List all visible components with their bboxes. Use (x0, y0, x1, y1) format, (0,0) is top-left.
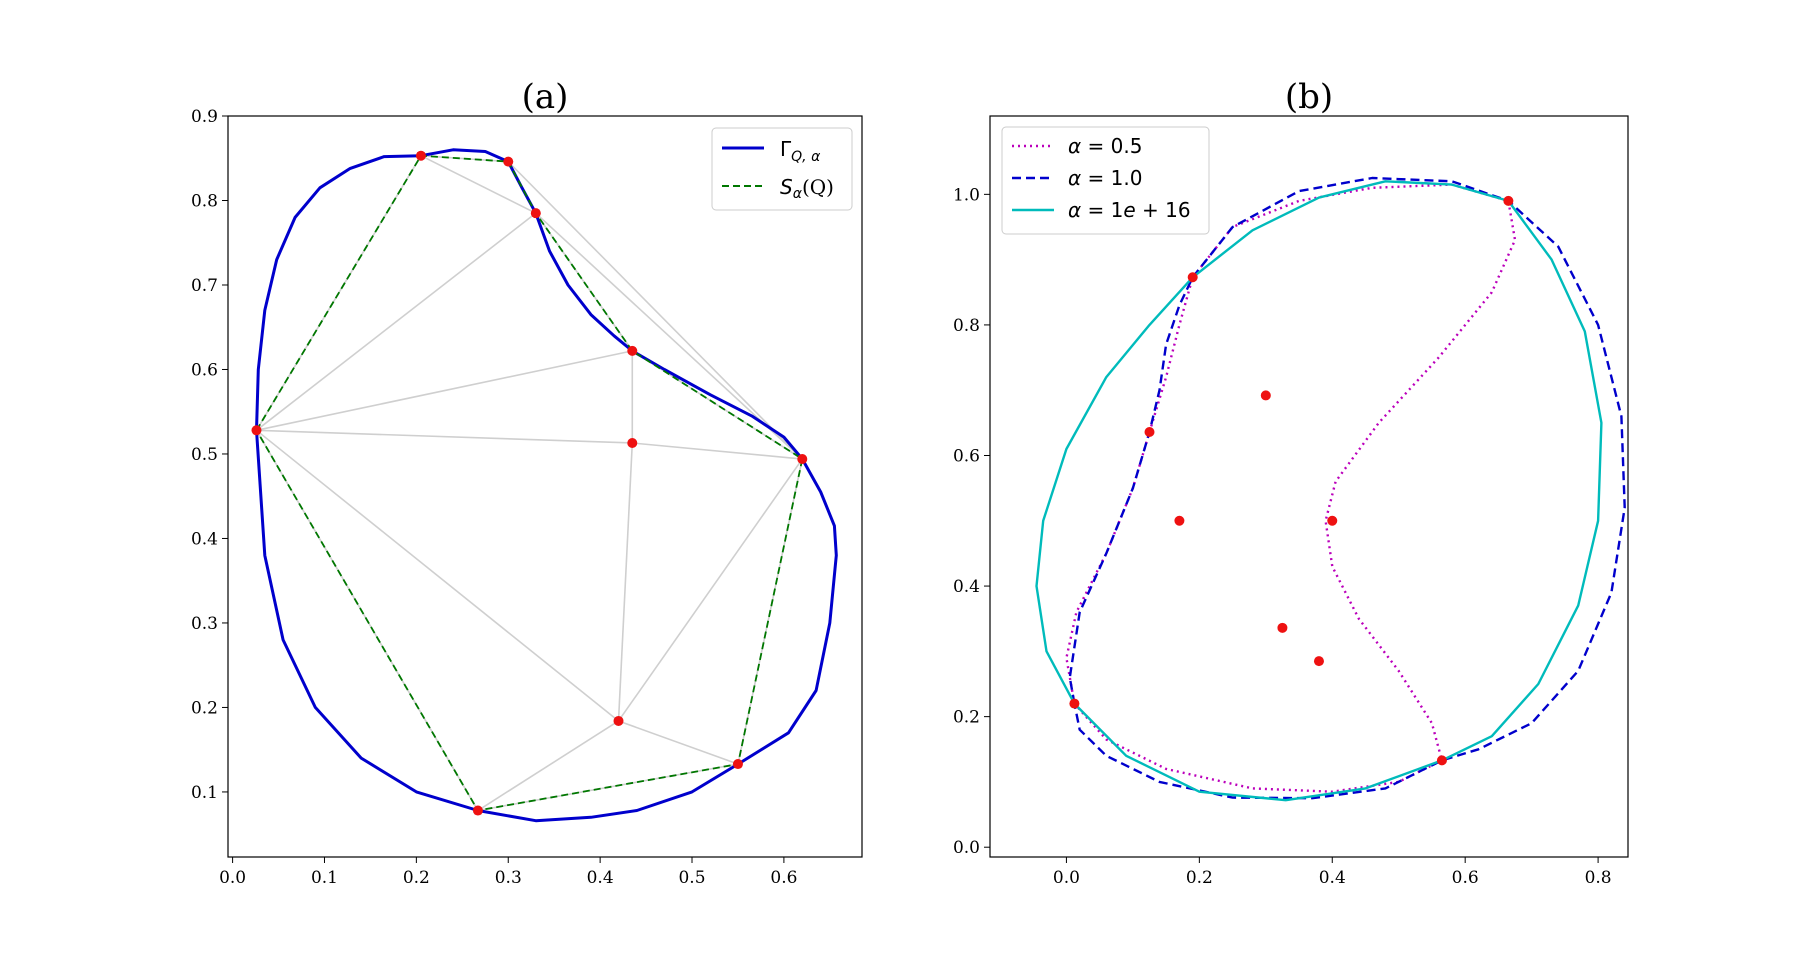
y-tick-label: 0.8 (191, 191, 218, 211)
y-tick-label: 1.0 (953, 185, 980, 205)
data-point (503, 156, 514, 167)
data-point (1313, 656, 1324, 667)
data-point (251, 425, 262, 436)
triangulation-edge (618, 720, 739, 765)
triangulation-edge (420, 154, 537, 214)
data-point (1260, 390, 1271, 401)
triangulation-edge (535, 212, 803, 460)
panel-b-legend-a1e16-label: α = 1e + 16 (1068, 198, 1191, 222)
panel-b-content (1035, 176, 1626, 802)
triangulation-edge (617, 442, 634, 722)
y-tick-label: 0.6 (953, 446, 980, 466)
triangulation-edge (632, 442, 803, 460)
x-tick-label: 0.3 (495, 868, 522, 888)
data-point (1503, 195, 1514, 206)
panel-b: (b) 0.0 0.2 0.4 0.6 0.8 0.0 0.2 0.4 0.6 0.8 1.0 α… (953, 77, 1629, 888)
panel-a: (a) 0.0 0.1 0.2 0.3 0.4 0.5 0.6 0.10.20.30.40.… (191, 77, 863, 888)
series-0-line (255, 148, 838, 823)
y-tick-label: 0.8 (953, 316, 980, 336)
panel-b-legend-a10-label: α = 1.0 (1068, 166, 1142, 190)
x-tick-label: 0.5 (678, 868, 705, 888)
panel-b-frame (989, 115, 1629, 858)
y-tick-label: 0.1 (191, 783, 218, 803)
data-point (613, 715, 624, 726)
x-tick-label: 0.8 (1585, 868, 1612, 888)
triangulation-edge (617, 458, 803, 722)
triangulation-edge (256, 429, 633, 444)
data-point (1144, 426, 1155, 437)
panel-a-legend: ΓQ, α Sα(Q) (711, 127, 853, 211)
x-tick-label: 0.4 (1319, 868, 1346, 888)
panel-b-y-ticks: 0.0 0.2 0.4 0.6 0.8 1.0 (953, 185, 990, 858)
panel-b-legend-a05-label: α = 0.5 (1068, 134, 1142, 158)
y-tick-label: 0.0 (953, 838, 980, 858)
series-1-line (1068, 176, 1626, 800)
panel-a-frame (227, 115, 863, 858)
y-tick-label: 0.7 (191, 276, 218, 296)
x-tick-label: 0.2 (403, 868, 430, 888)
data-point (472, 805, 483, 816)
triangulation-edge (256, 350, 633, 432)
panel-a-legend-s-label: Sα(Q) (780, 175, 834, 202)
data-point (415, 150, 426, 161)
panel-b-legend-box (1001, 126, 1210, 235)
x-tick-label: 0.6 (1452, 868, 1479, 888)
panel-a-x-ticks: 0.0 0.1 0.2 0.3 0.4 0.5 0.6 (219, 857, 797, 888)
data-point (627, 345, 638, 356)
data-point (1069, 698, 1080, 709)
x-tick-label: 0.0 (219, 868, 246, 888)
y-tick-label: 0.9 (191, 107, 218, 127)
y-tick-label: 0.2 (191, 698, 218, 718)
series-2-line (1035, 180, 1603, 802)
panel-b-legend: α = 0.5 α = 1.0 α = 1e + 16 (1001, 126, 1210, 235)
panel-a-content (251, 148, 838, 823)
data-point (530, 208, 541, 219)
y-tick-label: 0.4 (191, 529, 218, 549)
x-tick-label: 0.4 (587, 868, 614, 888)
data-point (797, 454, 808, 465)
data-point (1436, 755, 1447, 766)
x-tick-label: 0.2 (1186, 868, 1213, 888)
y-tick-label: 0.4 (953, 577, 980, 597)
y-tick-label: 0.2 (953, 708, 980, 728)
series-1-line (255, 154, 804, 812)
y-tick-label: 0.5 (191, 445, 218, 465)
panel-a-title: (a) (522, 77, 569, 117)
panel-b-x-ticks: 0.0 0.2 0.4 0.6 0.8 (1053, 857, 1612, 888)
data-point (1327, 515, 1338, 526)
data-point (732, 759, 743, 770)
triangulation-edge (255, 429, 620, 722)
triangulation-edge (255, 212, 537, 431)
triangulation-edge (507, 161, 803, 460)
y-tick-label: 0.6 (191, 360, 218, 380)
y-tick-label: 0.3 (191, 614, 218, 634)
x-tick-label: 0.6 (770, 868, 797, 888)
data-point (627, 437, 638, 448)
x-tick-label: 0.1 (311, 868, 338, 888)
data-point (1277, 622, 1288, 633)
triangulation-edge (477, 720, 619, 812)
panel-b-title: (b) (1285, 77, 1333, 117)
panel-a-y-ticks: 0.1 0.2 0.3 0.4 0.5 0.6 0.7 0.8 0.9 (191, 107, 228, 803)
data-point (1174, 515, 1185, 526)
x-tick-label: 0.0 (1053, 868, 1080, 888)
data-point (1187, 272, 1198, 283)
